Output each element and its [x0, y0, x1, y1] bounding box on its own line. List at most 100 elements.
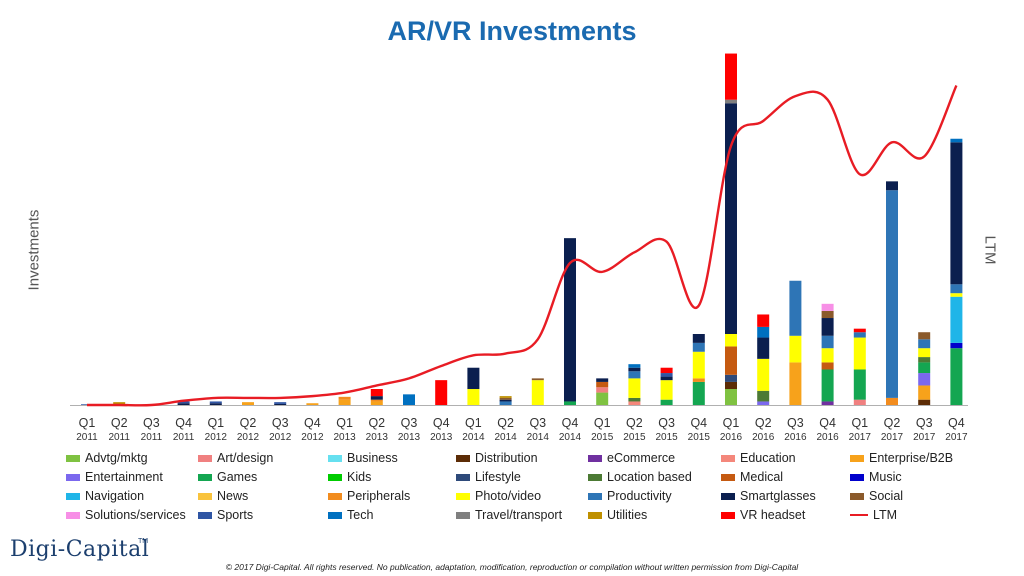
x-tick-year: 2014	[462, 432, 485, 443]
legend-item: Art/design	[198, 451, 273, 465]
bar-segment	[853, 399, 866, 405]
bar-segment	[789, 335, 802, 363]
bar-segment	[274, 403, 287, 405]
legend-item: VR headset	[721, 508, 805, 522]
x-tick-year: 2011	[141, 432, 163, 443]
x-tick-year: 2016	[720, 432, 743, 443]
legend-swatch	[328, 454, 342, 462]
bar-segment	[789, 362, 802, 405]
bar-segment	[660, 380, 673, 400]
legend-swatch	[198, 511, 212, 519]
x-tick-year: 2014	[559, 432, 582, 443]
bar-segment	[853, 369, 866, 400]
x-tick-year: 2014	[527, 432, 550, 443]
bar-segment	[757, 358, 770, 391]
x-tick-year: 2016	[784, 432, 807, 443]
legend-item: Music	[850, 470, 902, 484]
bar-segment	[692, 334, 705, 343]
bar-segment	[628, 371, 641, 379]
x-tick-year: 2017	[945, 432, 968, 443]
bar-segment	[950, 138, 963, 143]
x-tick-year: 2014	[494, 432, 517, 443]
x-tick-year: 2013	[398, 432, 421, 443]
bar-segment	[757, 401, 770, 405]
legend-item: Education	[721, 451, 796, 465]
bar-segment	[177, 401, 190, 404]
bar-segment	[918, 362, 931, 374]
bar-segment	[692, 351, 705, 379]
bar-segment	[564, 401, 576, 405]
legend-swatch	[721, 492, 735, 500]
legend-swatch	[328, 492, 342, 500]
legend-label: eCommerce	[607, 451, 676, 465]
x-tick-quarter: Q2	[497, 416, 514, 430]
bar-segment	[531, 380, 544, 405]
bar-segment	[370, 399, 383, 402]
bar-segment	[660, 373, 673, 377]
bar-segment	[886, 190, 898, 398]
x-tick-quarter: Q4	[433, 416, 450, 430]
bar-segment	[757, 326, 770, 338]
legend-item: Distribution	[456, 451, 538, 465]
legend-label: Distribution	[475, 451, 538, 465]
bar-segment	[821, 348, 834, 363]
legend-label: Navigation	[85, 489, 145, 503]
legend-item: Solutions/services	[66, 508, 186, 522]
bar-segment	[950, 342, 963, 349]
bar-segment	[950, 293, 963, 297]
x-tick-year: 2015	[623, 432, 646, 443]
bar-segment	[628, 401, 641, 405]
x-tick-quarter: Q4	[562, 416, 579, 430]
x-tick-quarter: Q2	[884, 416, 901, 430]
legend-label: Games	[217, 470, 258, 484]
legend-swatch	[588, 511, 602, 519]
legend-label: Photo/video	[475, 489, 542, 503]
legend-label: Peripherals	[347, 489, 411, 503]
bar-segment	[564, 238, 576, 402]
legend-swatch	[456, 492, 470, 500]
bar-segment	[660, 367, 673, 374]
bar-segment	[370, 389, 383, 397]
bar-segment	[628, 367, 641, 372]
bar-segment	[821, 303, 834, 311]
bar-segment	[821, 310, 834, 319]
bar-segment	[725, 381, 737, 390]
bar-segment	[338, 399, 351, 405]
x-tick-year: 2015	[655, 432, 678, 443]
chart-title: AR/VR Investments	[387, 16, 637, 46]
x-tick-quarter: Q3	[916, 416, 933, 430]
legend-item: Kids	[328, 470, 371, 484]
legend-swatch	[66, 454, 80, 462]
chart-plot-area: Q1 2011 Q2 2011 Q3 2011 Q4 2011 Q1 2012 Q2 2012 Q3 20…	[70, 53, 968, 443]
x-tick-year: 2011	[173, 432, 195, 443]
bar-segment	[403, 394, 415, 405]
bar-segment	[628, 364, 641, 368]
bar-segment	[435, 380, 448, 405]
legend-label: Entertainment	[85, 470, 163, 484]
bar-segment	[370, 396, 383, 400]
bar-segment	[821, 335, 834, 349]
bar-segment	[660, 399, 673, 405]
bar-segment	[338, 396, 351, 400]
bar-segment	[725, 334, 737, 347]
legend-swatch	[588, 473, 602, 481]
x-tick-quarter: Q4	[690, 416, 707, 430]
legend-swatch	[198, 492, 212, 500]
bar-segment	[853, 328, 866, 333]
legend-label: Smartglasses	[740, 489, 816, 503]
bar-segment	[950, 348, 963, 405]
x-tick-quarter: Q2	[626, 416, 643, 430]
legend-label: Location based	[607, 470, 692, 484]
x-tick-quarter: Q1	[465, 416, 482, 430]
x-tick-year: 2011	[108, 432, 130, 443]
bar-segment	[692, 381, 705, 405]
bar-segment	[821, 369, 834, 402]
bar-segment	[821, 362, 834, 370]
x-tick-quarter: Q1	[851, 416, 868, 430]
legend-item: Smartglasses	[721, 489, 816, 503]
x-tick-quarter: Q3	[529, 416, 546, 430]
legend-item: Tech	[328, 508, 373, 522]
legend-swatch	[456, 511, 470, 519]
bar-segment	[757, 314, 770, 327]
bar-segment	[918, 332, 931, 340]
